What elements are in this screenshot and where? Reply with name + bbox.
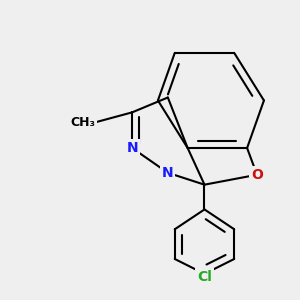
Text: N: N — [162, 166, 174, 180]
Text: N: N — [126, 141, 138, 155]
Text: Cl: Cl — [197, 270, 212, 284]
Text: O: O — [251, 168, 263, 182]
Text: CH₃: CH₃ — [70, 116, 95, 129]
